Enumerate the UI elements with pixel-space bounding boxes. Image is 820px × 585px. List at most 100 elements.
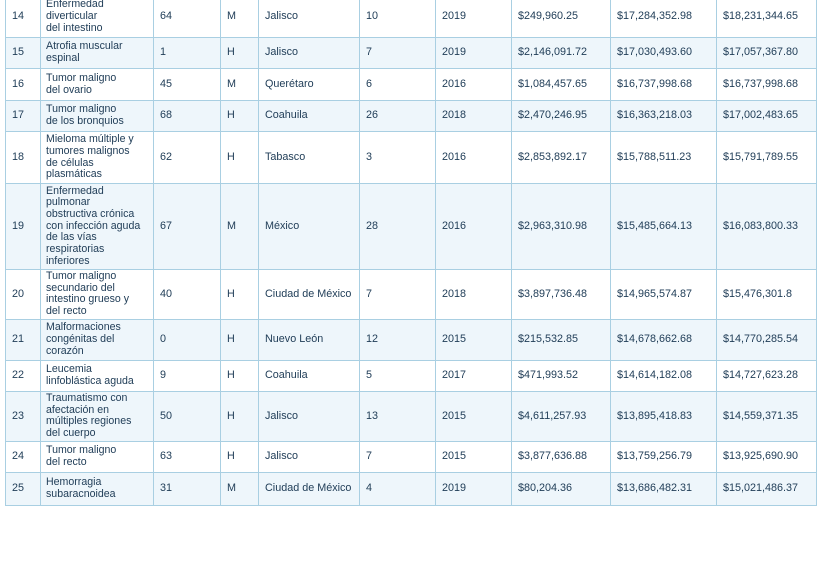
state-cell: Tabasco (258, 131, 360, 184)
age-cell: 9 (153, 359, 221, 392)
days-cell: 10 (359, 0, 436, 38)
year-cell: 2015 (435, 440, 512, 473)
cause-line: del recto (46, 455, 87, 468)
cost-cell-2: $14,614,182.08 (610, 359, 717, 392)
cost-cell-2: $15,788,511.23 (610, 131, 717, 184)
cause-cell: Enfermedad diverticular del intestino (40, 0, 154, 38)
cost-cell-2: $15,485,664.13 (610, 183, 717, 270)
state-cell: Jalisco (258, 37, 360, 69)
cause-line: inferiores (46, 254, 90, 267)
cause-line: del cuerpo (46, 427, 96, 440)
cause-cell: Tumor maligno de los bronquios (40, 100, 154, 132)
age-cell: 68 (153, 100, 221, 132)
table-row: 16 Tumor maligno del ovario 45 M Querétaro 6 20… (5, 68, 817, 101)
year-cell: 2018 (435, 269, 512, 320)
cost-cell-1: $471,993.52 (511, 359, 611, 392)
cause-cell: Traumatismo con afectación en múltiples re… (40, 390, 154, 442)
table-row: 23 Traumatismo con afectación en múltiples … (5, 390, 817, 442)
cost-cell-3: $14,727,623.28 (716, 359, 817, 392)
cause-line: Atrofia muscular (46, 40, 123, 53)
cause-line: intestino grueso y (46, 293, 130, 306)
year-cell: 2019 (435, 0, 512, 38)
cost-cell-2: $17,030,493.60 (610, 37, 717, 69)
cost-cell-2: $16,363,218.03 (610, 100, 717, 132)
cost-cell-1: $215,532.85 (511, 318, 611, 361)
cause-cell: Leucemia linfoblástica aguda (40, 359, 154, 392)
cause-cell: Malformaciones congénitas del corazón (40, 318, 154, 361)
row-number: 20 (5, 269, 41, 320)
cause-line: Tumor maligno (46, 71, 117, 84)
table-row: 24 Tumor maligno del recto 63 H Jalisco 7 2015 $… (5, 440, 817, 473)
year-cell: 2016 (435, 183, 512, 270)
age-cell: 31 (153, 471, 221, 506)
state-cell: Jalisco (258, 440, 360, 473)
cost-cell-1: $2,963,310.98 (511, 183, 611, 270)
cost-cell-3: $16,737,998.68 (716, 68, 817, 101)
cause-line: Leucemia (46, 363, 92, 376)
age-cell: 63 (153, 440, 221, 473)
table-row: 19 Enfermedad pulmonar obstructiva crónica c… (5, 183, 817, 270)
cause-line: obstructiva crónica (46, 207, 135, 220)
cause-line: Traumatismo con (46, 391, 128, 404)
age-cell: 67 (153, 183, 221, 270)
cause-line: Tumor maligno (46, 103, 117, 116)
cause-line: del ovario (46, 83, 92, 96)
cost-cell-3: $15,021,486.37 (716, 471, 817, 506)
sex-cell: H (220, 318, 259, 361)
cost-cell-1: $2,470,246.95 (511, 100, 611, 132)
table-row: 18 Mieloma múltiple y tumores malignos de c… (5, 131, 817, 184)
sex-cell: M (220, 471, 259, 506)
cause-cell: Tumor maligno del ovario (40, 68, 154, 101)
cause-line: respiratorias (46, 243, 105, 256)
age-cell: 64 (153, 0, 221, 38)
cause-line: pulmonar (46, 196, 91, 209)
cause-line: espinal (46, 52, 80, 64)
days-cell: 7 (359, 269, 436, 320)
cost-cell-1: $1,084,457.65 (511, 68, 611, 101)
sex-cell: H (220, 37, 259, 69)
days-cell: 4 (359, 471, 436, 506)
days-cell: 26 (359, 100, 436, 132)
age-cell: 40 (153, 269, 221, 320)
year-cell: 2015 (435, 318, 512, 361)
cost-cell-1: $4,611,257.93 (511, 390, 611, 442)
sex-cell: M (220, 183, 259, 270)
cause-cell: Mieloma múltiple y tumores malignos de cél… (40, 131, 154, 184)
sex-cell: H (220, 269, 259, 320)
cause-line: Enfermedad (46, 0, 104, 11)
row-number: 14 (5, 0, 41, 38)
sex-cell: H (220, 131, 259, 184)
age-cell: 62 (153, 131, 221, 184)
days-cell: 28 (359, 183, 436, 270)
row-number: 24 (5, 440, 41, 473)
cost-cell-2: $14,678,662.68 (610, 318, 717, 361)
row-number: 17 (5, 100, 41, 132)
cost-cell-2: $17,284,352.98 (610, 0, 717, 38)
days-cell: 6 (359, 68, 436, 101)
cause-line: tumores malignos (46, 144, 130, 157)
age-cell: 1 (153, 37, 221, 69)
data-table: 14 Enfermedad diverticular del intestino 64 M… (5, 0, 817, 506)
sex-cell: M (220, 68, 259, 101)
cause-line: plasmáticas (46, 168, 102, 181)
cost-cell-1: $3,897,736.48 (511, 269, 611, 320)
cause-line: congénitas del (46, 332, 115, 345)
table-row: 25 Hemorragia subaracnoidea 31 M Ciudad de Mé… (5, 471, 817, 506)
days-cell: 7 (359, 440, 436, 473)
year-cell: 2015 (435, 390, 512, 442)
cause-line: con infección aguda (46, 219, 141, 232)
row-number: 15 (5, 37, 41, 69)
state-cell: México (258, 183, 360, 270)
cause-line: de las vías (46, 231, 97, 244)
cost-cell-1: $2,853,892.17 (511, 131, 611, 184)
cause-line: corazón (46, 344, 84, 357)
cause-line: del recto (46, 305, 87, 318)
state-cell: Jalisco (258, 0, 360, 38)
cause-line: Mieloma múltiple y (46, 133, 134, 146)
cost-cell-3: $18,231,344.65 (716, 0, 817, 38)
cost-cell-2: $13,895,418.83 (610, 390, 717, 442)
state-cell: Querétaro (258, 68, 360, 101)
cause-cell: Tumor maligno del recto (40, 440, 154, 473)
year-cell: 2018 (435, 100, 512, 132)
cause-line: del intestino (46, 21, 103, 34)
